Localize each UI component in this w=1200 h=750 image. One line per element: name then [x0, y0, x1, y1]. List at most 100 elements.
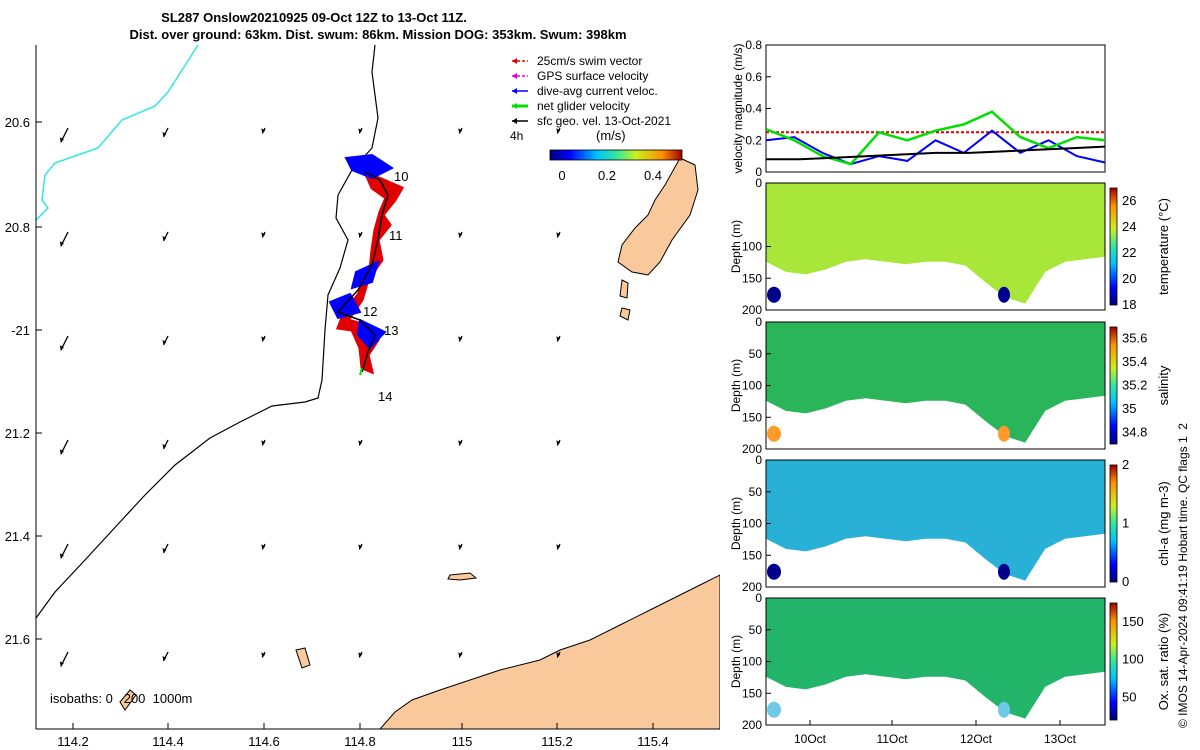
velocity-ytick-label: 0.8 [745, 38, 762, 52]
section-colorbar-label: temperature (°C) [1156, 198, 1171, 295]
section-ytick-label: 100 [742, 379, 762, 393]
velocity-vector-head [261, 440, 266, 446]
section-ytick-label: 50 [749, 485, 763, 499]
track-day-label: 11 [389, 228, 403, 243]
section-ytick-label: 200 [742, 580, 762, 594]
velocity-vector-head [261, 544, 266, 550]
section-colorbar-tick: 20 [1122, 271, 1136, 286]
title-line-2: Dist. over ground: 63km. Dist. swum: 86k… [129, 27, 626, 42]
velocity-vector-head [358, 232, 363, 238]
isobaths-label: isobaths: 0 200 1000m [50, 691, 192, 706]
section-deep-patch [767, 286, 781, 303]
time-tick-label: 11Oct [876, 732, 908, 746]
section-colorbar-label: chl-a (mg m-3) [1156, 481, 1171, 566]
lon-tick-label: 114.6 [248, 734, 280, 749]
section-data-field [766, 460, 1105, 581]
island-small-3 [447, 572, 478, 581]
time-tick-label: 10Oct [794, 732, 827, 746]
velocity-ytick-label: 0 [755, 165, 762, 179]
lat-tick-label: -21 [11, 323, 30, 338]
section-ytick-label: 0 [755, 591, 762, 605]
section-colorbar-tick: 35.2 [1122, 378, 1147, 393]
velocity-vector-head [162, 236, 167, 241]
current-vectors [328, 153, 395, 350]
section-colorbar-tick: 50 [1122, 689, 1136, 704]
section-ytick-label: 50 [749, 347, 763, 361]
colorbar-tick-label: 0.2 [598, 168, 616, 183]
section-colorbar [1109, 326, 1118, 445]
net-velocity [359, 367, 363, 376]
section-panel: 0 50 100 150 200 Depth (m) 35.6 35.4 35.2 35 34.8 s… [729, 315, 1171, 456]
velocity-ytick-label: 0.2 [745, 133, 762, 147]
velocity-ytick-label: 0.6 [745, 70, 762, 84]
velocity-vector-head [261, 232, 266, 238]
lon-tick-label: 115.4 [637, 734, 669, 749]
legend-label: sfc geo. vel. 13-Oct-2021 [537, 114, 671, 128]
island-small-1 [619, 279, 629, 299]
section-panel: 0 50 100 150 200 Depth (m) 2 1 0 chl-a (mg m-3) [729, 453, 1171, 594]
section-deep-patch [767, 425, 781, 442]
velocity-vector-head [556, 652, 561, 658]
colorbar-tick-label: 0 [558, 168, 565, 183]
velocity-vector-head [358, 440, 363, 446]
lat-tick-label: 21.4 [5, 529, 30, 544]
velocity-vector-head [458, 440, 463, 446]
section-colorbar [1109, 464, 1118, 583]
velocity-vector-head [59, 553, 64, 559]
colorbar-tick-label: 0.4 [644, 168, 662, 183]
velocity-ytick-label: 0.4 [745, 102, 762, 116]
section-ytick-label: 100 [742, 240, 762, 254]
lon-tick-label: 114.4 [152, 734, 184, 749]
legend-label: GPS surface velocity [537, 69, 648, 83]
velocity-vector-head [59, 137, 64, 143]
section-ytick-label: 150 [742, 548, 762, 562]
island-small-5 [119, 689, 137, 711]
lon-tick-label: 115 [452, 734, 473, 749]
section-colorbar-tick: 1 [1122, 516, 1129, 531]
title-line-1: SL287 Onslow20210925 09-Oct 12Z to 13-Oc… [161, 10, 467, 25]
section-ytick-label: 200 [742, 303, 762, 317]
velocity-vector-head [59, 241, 64, 247]
velocity-vector-head [261, 652, 266, 658]
velocity-vector-head [162, 132, 167, 137]
velocity-vector-head [458, 128, 463, 134]
island-large [617, 157, 699, 276]
section-data-field [766, 183, 1105, 304]
velocity-vector-head [358, 652, 363, 658]
time-scale-label: 4h [510, 129, 523, 143]
velocity-vector-head [458, 544, 463, 550]
section-ytick-label: 150 [742, 271, 762, 285]
legend-swatch-head [512, 103, 517, 109]
legend-swatch-head [512, 73, 517, 79]
velocity-vector-head [458, 652, 463, 658]
section-ytick-label: 150 [742, 686, 762, 700]
velocity-vector-head [59, 661, 64, 667]
section-ytick-label: 0 [755, 315, 762, 329]
section-colorbar-tick: 2 [1122, 457, 1129, 472]
velocity-vector-head [556, 544, 561, 550]
map-lat-ticks: 20.6 20.8 -21 21.2 21.4 21.6 [5, 115, 42, 647]
velocity-vector-head [358, 128, 363, 134]
section-deep-patch [998, 425, 1010, 442]
velocity-vector-head [358, 544, 363, 550]
section-deep-patch [998, 701, 1010, 718]
section-colorbar-tick: 35.4 [1122, 354, 1147, 369]
track-day-label: 12 [363, 304, 377, 319]
track-day-label: 10 [394, 169, 408, 184]
section-deep-patch [998, 563, 1010, 580]
section-ytick-label: 0 [755, 176, 762, 190]
legend-swatch-head [512, 118, 517, 124]
section-ylabel: Depth (m) [729, 635, 743, 688]
velocity-vector-head [556, 336, 561, 342]
section-colorbar-tick: 22 [1122, 245, 1136, 260]
isobath-0m [36, 45, 199, 221]
legend-label: 25cm/s swim vector [537, 54, 642, 68]
track-line [336, 171, 389, 373]
section-colorbar-label: salinity [1156, 365, 1171, 405]
velocity-axes [765, 44, 1106, 173]
mainland [379, 574, 720, 729]
section-deep-patch [998, 286, 1010, 303]
